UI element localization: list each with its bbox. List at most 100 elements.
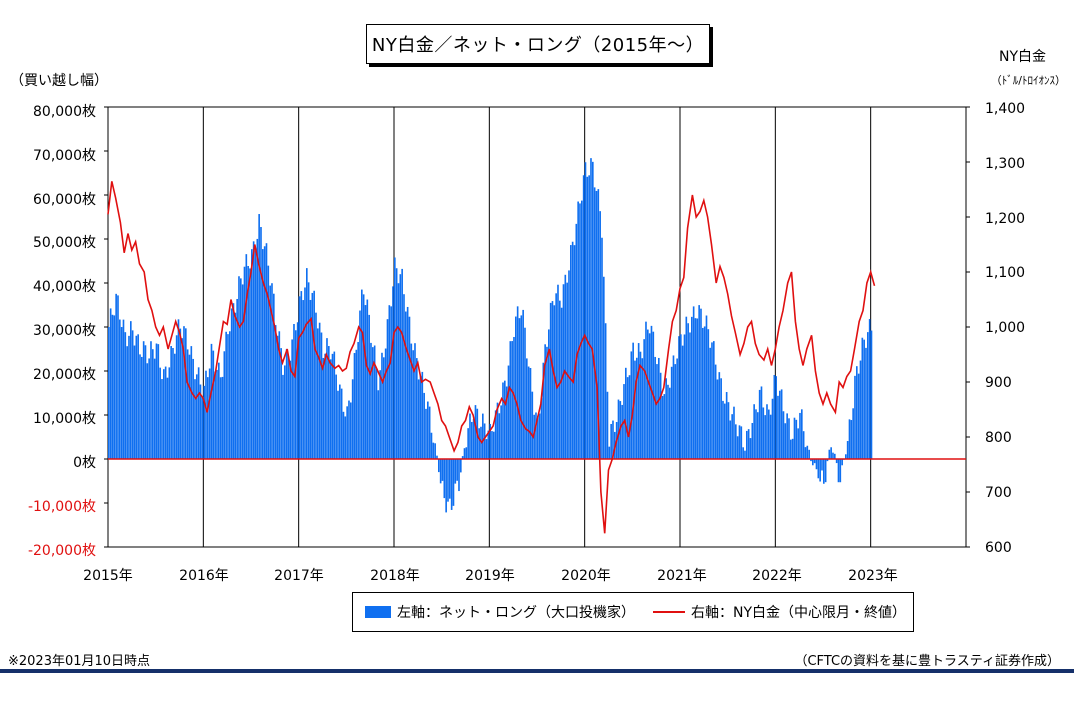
net-long-bar (496, 402, 499, 459)
net-long-bar (322, 357, 325, 459)
left-tick-label: 10,000枚 (33, 411, 96, 427)
net-long-bar (802, 431, 805, 459)
net-long-bar (703, 326, 706, 459)
net-long-bar (493, 431, 495, 459)
net-long-bar (522, 309, 524, 459)
net-long-bar (544, 344, 546, 459)
net-long-bar (164, 366, 167, 459)
net-long-bar (282, 374, 284, 459)
net-long-bar (252, 241, 255, 459)
net-long-bar (350, 402, 352, 459)
net-long-bar (511, 341, 513, 459)
net-long-bar (289, 360, 292, 459)
net-long-bar (181, 338, 183, 459)
net-long-bar (150, 341, 152, 459)
net-long-bar (606, 391, 609, 459)
net-long-bar (771, 398, 774, 459)
net-long-bar (643, 339, 645, 459)
net-long-bar (353, 353, 356, 459)
net-long-bar (372, 347, 374, 459)
net-long-bar (738, 425, 741, 459)
net-long-bar (142, 341, 145, 459)
net-long-bar (612, 420, 614, 459)
x-tick-label: 2021年 (657, 568, 707, 584)
net-long-bar (529, 367, 532, 459)
net-long-bar (845, 454, 847, 459)
net-long-bar (731, 414, 733, 459)
net-long-bar (362, 294, 365, 459)
net-long-bar (269, 285, 271, 459)
net-long-bar (683, 334, 686, 459)
net-long-bar (419, 375, 422, 459)
net-long-bar (678, 336, 680, 459)
net-long-bar (700, 308, 702, 459)
chart-title: NY白金／ネット・ロング（2015年～） (366, 24, 710, 64)
net-long-bar (702, 327, 704, 459)
net-long-bar (395, 268, 398, 459)
net-long-bar (867, 332, 869, 459)
net-long-bar (806, 445, 809, 459)
right-axis-ticks (966, 106, 970, 548)
net-long-bar (779, 390, 781, 459)
net-long-bar (287, 356, 290, 459)
net-long-bar (689, 332, 691, 459)
net-long-bar (408, 316, 411, 459)
net-long-bar (692, 306, 695, 459)
net-long-bar (465, 447, 468, 459)
net-long-bar (333, 351, 336, 459)
net-long-bar (478, 428, 480, 459)
platinum-price-line (107, 181, 876, 534)
x-tick-label: 2018年 (370, 568, 420, 584)
net-long-bar (810, 459, 812, 462)
net-long-bar (782, 411, 785, 459)
net-long-bar (128, 335, 130, 459)
net-long-bar (617, 399, 620, 459)
net-long-bar (436, 455, 438, 459)
net-long-bar (335, 374, 337, 459)
net-long-bar (454, 459, 457, 484)
net-long-bar (405, 311, 407, 459)
net-long-bar (841, 459, 843, 466)
net-long-bar (718, 372, 721, 459)
right-axis-unit-label: （ﾄﾞﾙ/ﾄﾛｲｵﾝｽ） (990, 74, 1066, 87)
net-long-bar (307, 282, 310, 459)
net-long-bar (777, 395, 779, 459)
net-long-bar (450, 459, 453, 510)
net-long-bar (161, 379, 163, 459)
net-long-bar (285, 348, 288, 459)
net-long-bar (410, 343, 413, 459)
net-long-bar (735, 424, 737, 459)
net-long-bar (346, 406, 348, 459)
net-long-bar (474, 405, 477, 459)
net-long-bar (601, 237, 603, 459)
net-long-bar (186, 349, 189, 459)
right-tick-label: 1,200 (985, 211, 1026, 227)
left-tick-label: 60,000枚 (33, 192, 96, 208)
net-long-bar (654, 356, 656, 459)
net-long-bar (203, 385, 205, 459)
net-long-bar (271, 283, 273, 459)
x-tick-label: 2019年 (465, 568, 515, 584)
net-long-bar (218, 362, 220, 459)
net-long-bar (823, 459, 825, 484)
net-long-bar (570, 245, 572, 459)
legend-label-net-long: 左軸：ネット・ロング（大口投機家） (397, 605, 635, 621)
net-long-bar (280, 348, 282, 459)
net-long-bar (456, 459, 458, 481)
net-long-bar (566, 282, 568, 459)
net-long-bar (458, 459, 460, 492)
net-long-bar (384, 348, 387, 459)
net-long-bar (306, 268, 308, 459)
net-long-bar (854, 375, 856, 459)
net-long-bar (439, 459, 442, 484)
net-long-bar (764, 415, 766, 459)
net-long-bar (109, 308, 112, 459)
net-long-bar (221, 376, 224, 459)
net-long-bar (648, 333, 651, 459)
net-long-bar (480, 426, 482, 459)
net-long-bar (815, 459, 818, 470)
net-long-bar (227, 334, 229, 459)
net-long-bar (597, 189, 600, 459)
net-long-bar (144, 345, 147, 459)
net-long-bar (344, 416, 347, 459)
